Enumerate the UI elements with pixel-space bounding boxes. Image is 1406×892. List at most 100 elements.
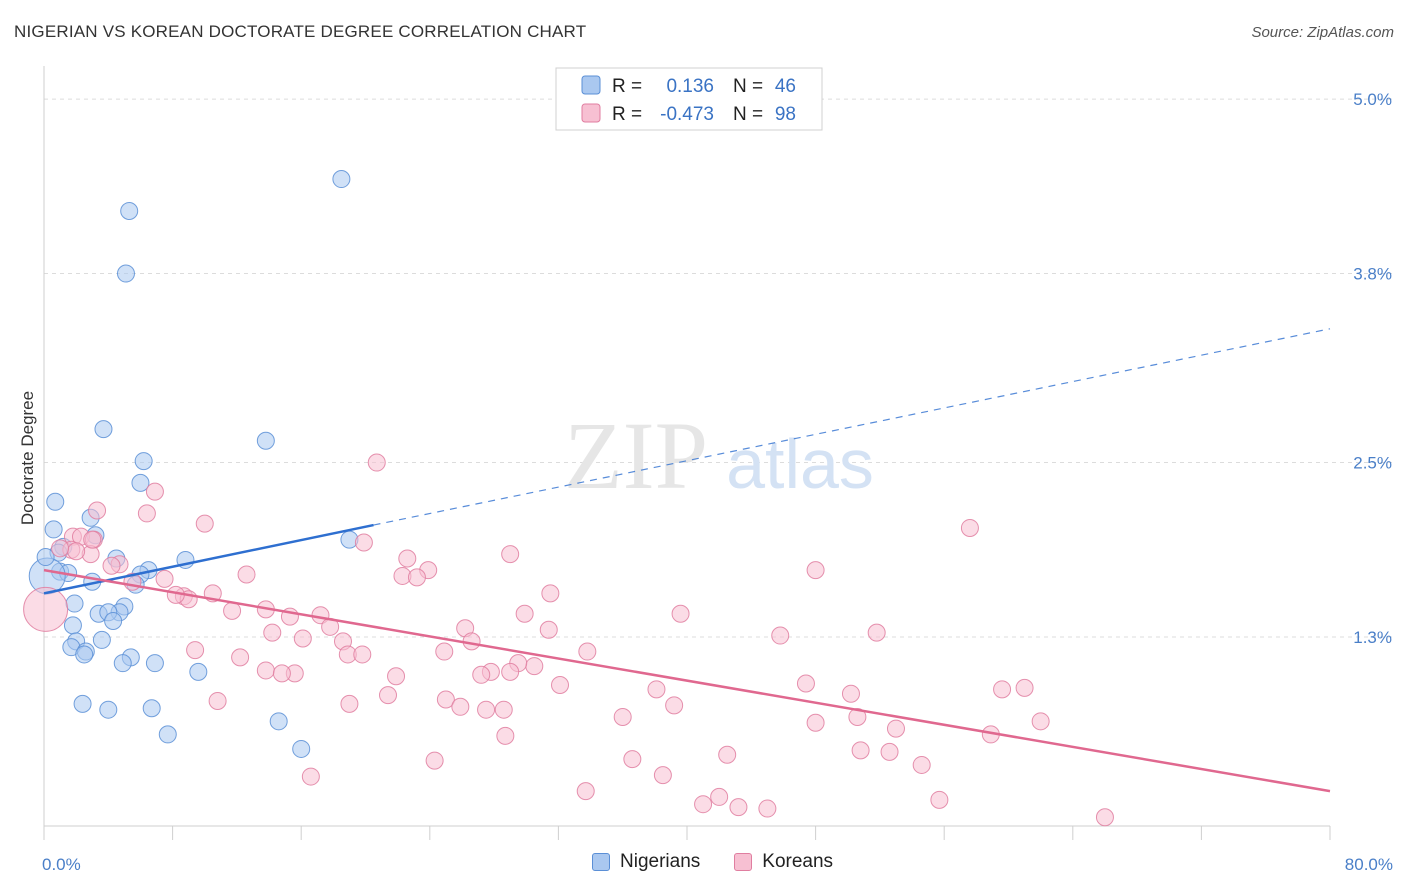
nigerians-point-29 xyxy=(63,616,82,635)
koreans-point-88 xyxy=(576,782,595,801)
koreans-point-54 xyxy=(551,675,570,694)
koreans-point-65 xyxy=(379,686,398,705)
koreans-point-5 xyxy=(960,518,979,537)
nigerians-point-42 xyxy=(269,712,288,731)
koreans-point-61 xyxy=(993,680,1012,699)
legend-item-nigerians: Nigerians xyxy=(592,851,700,873)
koreans-point-1 xyxy=(145,482,164,501)
koreans-point-0 xyxy=(367,453,386,472)
legend-swatch-koreans xyxy=(581,103,601,123)
koreans-point-79 xyxy=(496,726,515,745)
koreans-point-66 xyxy=(340,694,359,713)
nigerians-point-3 xyxy=(94,420,113,439)
series-legend: Nigerians Koreans xyxy=(592,851,867,873)
legend-n-value-2: 98 xyxy=(775,104,796,125)
nigerians-point-8 xyxy=(44,520,63,539)
legend-item-koreans: Koreans xyxy=(734,851,833,873)
nigerians-point-23 xyxy=(65,594,84,613)
legend-r-value-1: 0.136 xyxy=(666,76,714,97)
koreans-point-92 xyxy=(729,798,748,817)
nigerians-point-37 xyxy=(145,654,164,673)
legend-label-nigerians: Nigerians xyxy=(620,851,701,872)
watermark: ZIP atlas xyxy=(564,402,874,509)
nigerians-point-45 xyxy=(36,548,55,567)
koreans-point-91 xyxy=(694,795,713,814)
nigerians-point-11 xyxy=(340,530,359,549)
watermark-atlas: atlas xyxy=(726,425,874,503)
nigerians-point-40 xyxy=(99,700,118,719)
koreans-point-46 xyxy=(186,641,205,660)
koreans-point-68 xyxy=(208,691,227,710)
koreans-point-70 xyxy=(665,696,684,715)
koreans-point-45 xyxy=(578,642,597,661)
nigerians-point-30 xyxy=(92,630,111,649)
nigerians-point-44 xyxy=(292,739,311,758)
y-tick-label-0: 1.3% xyxy=(1353,628,1392,647)
legend-r-label-2: R = xyxy=(612,104,642,125)
koreans-point-89 xyxy=(710,787,729,806)
nigerians-point-7 xyxy=(46,492,65,511)
nigerians-point-41 xyxy=(142,699,161,718)
koreans-point-50 xyxy=(525,657,544,676)
koreans-point-58 xyxy=(387,667,406,686)
koreans-point-96 xyxy=(51,539,70,558)
y-tick-label-1: 2.5% xyxy=(1353,454,1392,473)
koreans-point-90 xyxy=(930,790,949,809)
koreans-point-3 xyxy=(137,504,156,523)
koreans-point-41 xyxy=(293,629,312,648)
legend-n-label-1: N = xyxy=(733,76,763,97)
nigerians-point-28 xyxy=(104,612,123,631)
koreans-point-64 xyxy=(841,684,860,703)
koreans-point-4 xyxy=(195,514,214,533)
source-label: Source: ZipAtlas.com xyxy=(1251,24,1394,41)
koreans-point-49 xyxy=(231,648,250,667)
koreans-points xyxy=(23,453,1114,827)
nigerians-point-36 xyxy=(113,654,132,673)
legend-r-label-1: R = xyxy=(612,76,642,97)
koreans-point-77 xyxy=(886,719,905,738)
nigerians-points xyxy=(28,170,359,758)
koreans-point-13 xyxy=(501,545,520,564)
correlation-legend: R = 0.136 N = 46 R = -0.473 N = 98 xyxy=(555,67,823,131)
koreans-point-21 xyxy=(407,568,426,587)
koreans-trend-line xyxy=(43,568,1331,793)
swatch-nigerians xyxy=(592,853,610,871)
koreans-point-72 xyxy=(477,700,496,719)
koreans-point-30 xyxy=(223,601,242,620)
koreans-point-38 xyxy=(263,623,282,642)
koreans-point-16 xyxy=(102,556,121,575)
axes xyxy=(43,66,1331,840)
nigerians-point-39 xyxy=(73,694,92,713)
koreans-point-86 xyxy=(301,767,320,786)
koreans-point-12 xyxy=(67,542,86,561)
koreans-point-63 xyxy=(647,680,666,699)
watermark-zip: ZIP xyxy=(564,402,708,509)
koreans-point-73 xyxy=(613,707,632,726)
nigerians-point-43 xyxy=(158,725,177,744)
nigerians-point-2 xyxy=(116,264,135,283)
koreans-point-59 xyxy=(472,665,491,684)
swatch-koreans xyxy=(734,853,753,871)
koreans-point-97 xyxy=(83,530,102,549)
koreans-point-55 xyxy=(256,661,275,680)
koreans-point-19 xyxy=(237,565,256,584)
koreans-point-32 xyxy=(515,604,534,623)
legend-n-value-1: 46 xyxy=(775,76,796,97)
koreans-point-82 xyxy=(880,742,899,761)
koreans-point-87 xyxy=(653,766,672,785)
koreans-point-85 xyxy=(912,755,931,774)
koreans-point-81 xyxy=(851,741,870,760)
koreans-point-71 xyxy=(494,700,513,719)
koreans-point-2 xyxy=(88,501,107,520)
tick-labels: 1.3% 2.5% 3.8% 5.0% 0.0% 80.0% xyxy=(42,90,1393,874)
legend-swatch-nigerians xyxy=(581,75,601,95)
koreans-point-24 xyxy=(541,584,560,603)
koreans-point-57 xyxy=(272,664,291,683)
chart-title: NIGERIAN VS KOREAN DOCTORATE DEGREE CORR… xyxy=(14,22,587,41)
grid-lines xyxy=(44,98,1392,638)
koreans-point-48 xyxy=(353,645,372,664)
koreans-point-9 xyxy=(354,533,373,552)
koreans-point-94 xyxy=(758,799,777,818)
koreans-point-62 xyxy=(1015,678,1034,697)
nigerians-trend-extension xyxy=(373,328,1331,526)
